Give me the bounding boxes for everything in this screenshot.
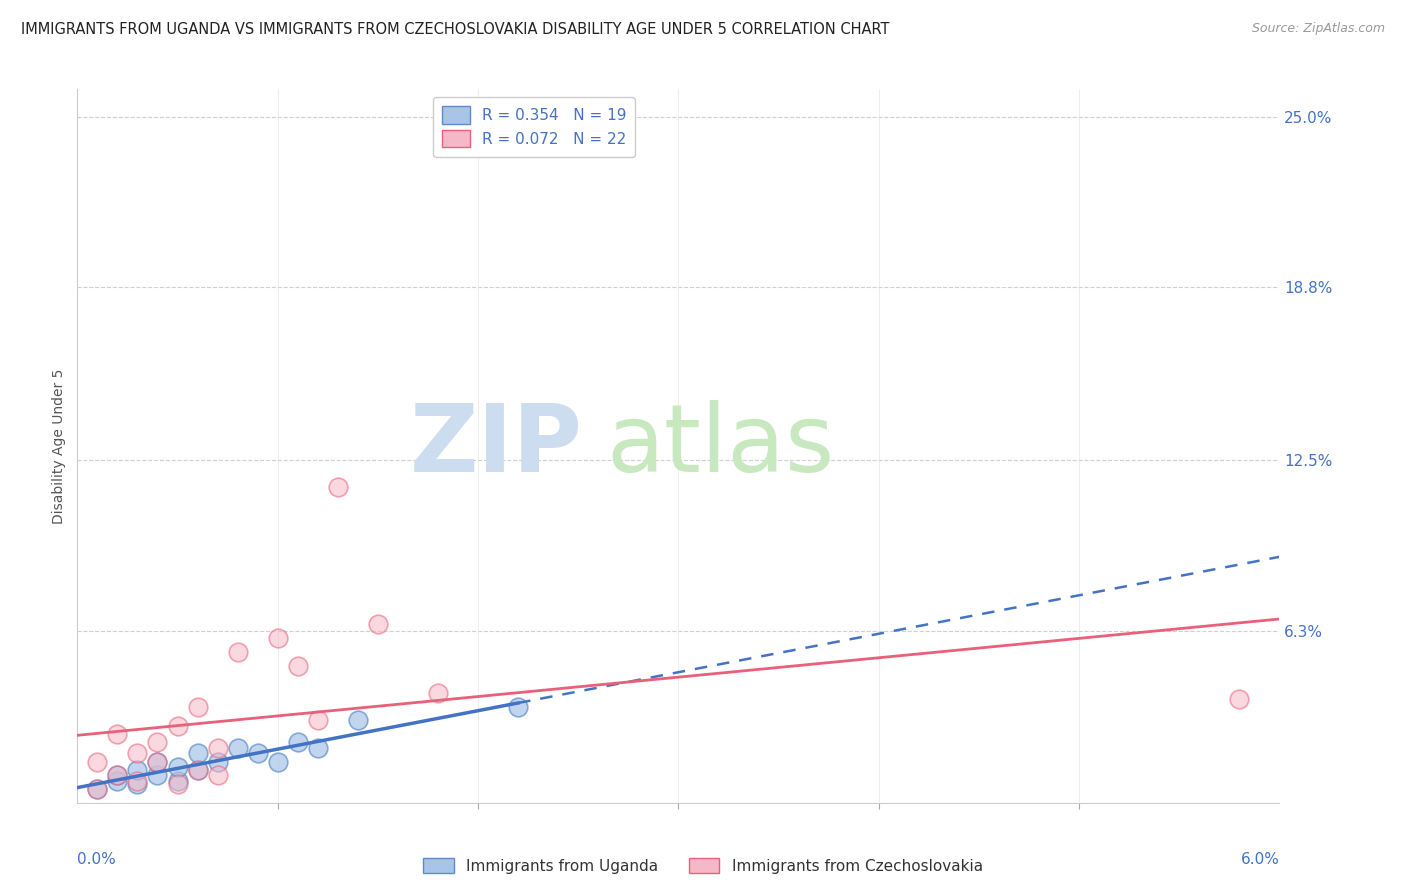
Point [146, 755, 169, 769]
Point [427, 686, 450, 700]
Point [367, 617, 389, 632]
Point [207, 768, 229, 782]
Point [246, 747, 269, 761]
Point [86, 782, 108, 797]
Point [287, 735, 309, 749]
Point [107, 768, 129, 782]
Text: Source: ZipAtlas.com: Source: ZipAtlas.com [1251, 22, 1385, 36]
Point [207, 755, 229, 769]
Point [146, 755, 169, 769]
Point [186, 699, 209, 714]
Point [307, 740, 329, 755]
Point [86, 782, 108, 797]
Point [186, 763, 209, 777]
Point [127, 763, 149, 777]
Point [166, 760, 188, 774]
Point [226, 645, 249, 659]
Y-axis label: Disability Age Under 5: Disability Age Under 5 [52, 368, 66, 524]
Point [1229, 691, 1251, 706]
Text: 6.0%: 6.0% [1240, 852, 1279, 867]
Point [166, 719, 188, 733]
Point [508, 699, 530, 714]
Point [127, 773, 149, 788]
Point [166, 773, 188, 788]
Point [307, 714, 329, 728]
Point [326, 480, 349, 494]
Point [107, 773, 129, 788]
Point [107, 727, 129, 741]
Point [207, 740, 229, 755]
Point [347, 714, 370, 728]
Point [267, 755, 290, 769]
Point [287, 658, 309, 673]
Point [127, 747, 149, 761]
Point [186, 763, 209, 777]
Point [186, 747, 209, 761]
Text: 0.0%: 0.0% [77, 852, 117, 867]
Point [146, 768, 169, 782]
Legend: R = 0.354   N = 19, R = 0.072   N = 22: R = 0.354 N = 19, R = 0.072 N = 22 [433, 97, 636, 157]
Point [166, 776, 188, 790]
Point [86, 755, 108, 769]
Point [226, 740, 249, 755]
Point [107, 768, 129, 782]
Text: ZIP: ZIP [409, 400, 582, 492]
Point [127, 776, 149, 790]
Point [267, 631, 290, 645]
Text: atlas: atlas [606, 400, 835, 492]
Text: IMMIGRANTS FROM UGANDA VS IMMIGRANTS FROM CZECHOSLOVAKIA DISABILITY AGE UNDER 5 : IMMIGRANTS FROM UGANDA VS IMMIGRANTS FRO… [21, 22, 890, 37]
Point [146, 735, 169, 749]
Legend: Immigrants from Uganda, Immigrants from Czechoslovakia: Immigrants from Uganda, Immigrants from … [418, 852, 988, 880]
